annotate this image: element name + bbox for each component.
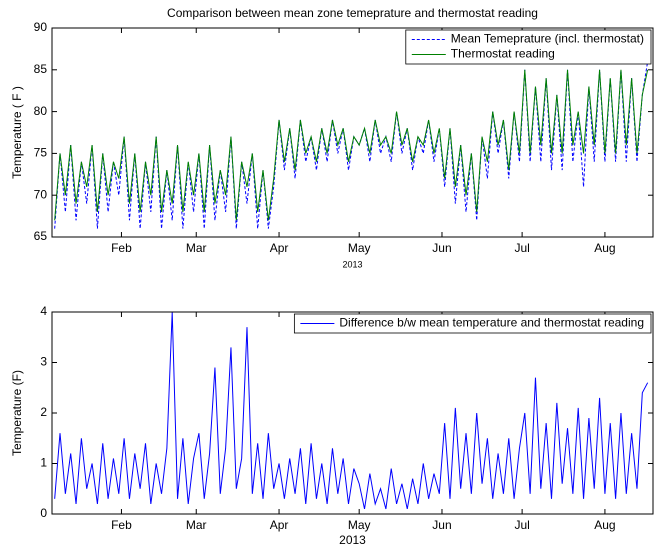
x-tick-label: Jun [432, 518, 451, 532]
plot-lines [54, 312, 649, 510]
series-line [54, 69, 649, 221]
series-line [54, 61, 649, 229]
x-tick-label: Apr [270, 518, 289, 532]
y-tick-label: 85 [34, 62, 48, 76]
y-tick-label: 70 [34, 187, 48, 201]
x-tick-label: Mar [186, 241, 207, 255]
y-tick-label: 90 [34, 20, 48, 34]
y-tick-label: 0 [40, 506, 47, 520]
y-axis-label: Temperature (F) [10, 370, 24, 456]
legend-label: Difference b/w mean temperature and ther… [339, 316, 644, 330]
y-tick-label: 2 [40, 405, 47, 419]
y-tick-label: 80 [34, 104, 48, 118]
x-tick-label: Aug [594, 518, 615, 532]
x-tick-label: Jun [432, 241, 451, 255]
legend-label: Thermostat reading [451, 47, 555, 61]
x-tick-label: May [348, 241, 371, 255]
x-tick-label: Apr [270, 241, 289, 255]
x-tick-label: May [348, 518, 371, 532]
x-axis-label: 2013 [339, 533, 366, 547]
legend-label: Mean Temeprature (incl. thermostat) [451, 32, 644, 46]
x-tick-label: Jul [514, 241, 529, 255]
y-tick-label: 1 [40, 456, 47, 470]
x-tick-label: Aug [594, 241, 615, 255]
axes-box [51, 27, 654, 238]
y-tick-label: 3 [40, 355, 47, 369]
legend-box [405, 29, 652, 65]
legend-box [293, 313, 652, 334]
y-tick-label: 65 [34, 229, 48, 243]
y-tick-label: 75 [34, 146, 48, 160]
legend: Difference b/w mean temperature and ther… [293, 313, 652, 334]
x-axis-label: 2013 [342, 259, 362, 269]
y-tick-label: 4 [40, 304, 47, 318]
x-tick-label: Mar [186, 518, 207, 532]
legend: Mean Temeprature (incl. thermostat)Therm… [405, 29, 652, 65]
chart-title: Comparison between mean zone temeprature… [167, 6, 538, 20]
plot-lines [54, 61, 649, 229]
x-tick-label: Feb [111, 518, 132, 532]
x-tick-label: Jul [514, 518, 529, 532]
y-axis-label: Temperature ( F ) [10, 86, 24, 179]
plot-area [52, 312, 653, 514]
series-line [54, 312, 649, 510]
x-tick-label: Feb [111, 241, 132, 255]
